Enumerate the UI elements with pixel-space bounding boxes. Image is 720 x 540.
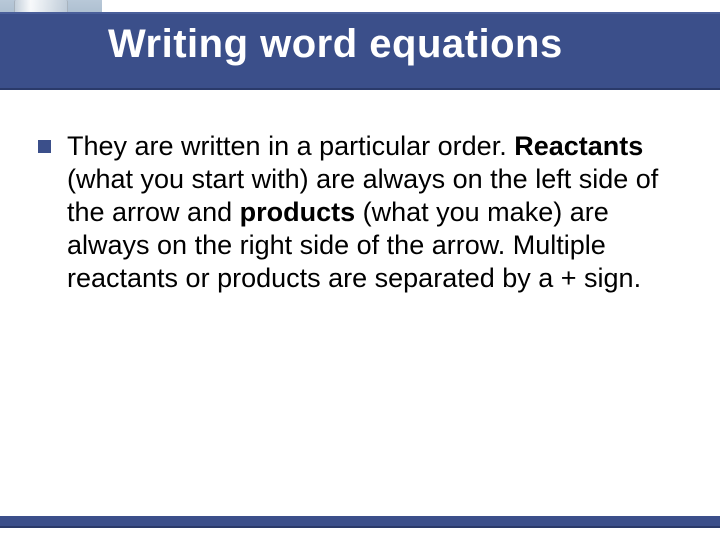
slide-title: Writing word equations xyxy=(108,22,563,67)
slide-body: They are written in a particular order. … xyxy=(38,130,678,295)
bullet-item: They are written in a particular order. … xyxy=(38,130,678,295)
footer-band xyxy=(0,516,720,526)
bullet-square-icon xyxy=(38,140,51,153)
bullet-text: They are written in a particular order. … xyxy=(67,130,678,295)
footer-band-shadow xyxy=(0,526,720,528)
